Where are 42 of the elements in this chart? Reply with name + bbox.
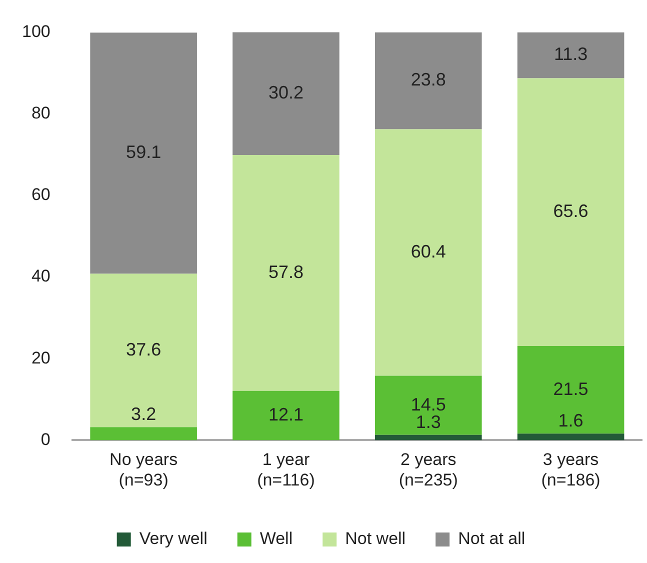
legend-label: Not well (345, 529, 406, 548)
x-tick-label: No years (n=93) (110, 450, 178, 490)
y-tick-label: 80 (31, 103, 50, 122)
data-label: 37.6 (126, 339, 162, 360)
x-tick-label: 1 year (n=116) (257, 450, 315, 490)
bar (374, 376, 482, 435)
legend-label: Well (260, 529, 293, 548)
data-label: 1.3 (416, 412, 441, 432)
bar (232, 390, 340, 440)
bar (517, 32, 624, 78)
legend-label: Very well (139, 529, 208, 548)
data-label: 65.6 (553, 201, 588, 222)
data-label: 3.2 (131, 404, 156, 424)
bar (374, 434, 482, 440)
data-label: 23.8 (410, 70, 446, 90)
data-label: 12.1 (268, 404, 304, 424)
data-label: 1.6 (558, 410, 584, 431)
bar (517, 78, 624, 346)
bar (232, 32, 340, 156)
y-tick-label: 100 (22, 22, 50, 41)
bar (232, 155, 340, 391)
data-label: 60.4 (410, 241, 446, 262)
bar (374, 32, 482, 130)
x-tick-label: 3 years (n=186) (541, 450, 600, 490)
data-label: 59.1 (126, 142, 162, 162)
bar (517, 434, 624, 440)
legend-label: Not at all (458, 529, 526, 548)
y-tick-label: 60 (31, 185, 50, 204)
bar (374, 129, 482, 376)
y-tick-label: 40 (31, 266, 50, 286)
x-tick-label: 2 years (n=235) (398, 450, 458, 490)
bar (90, 427, 197, 440)
bar (517, 346, 624, 434)
data-label: 57.8 (268, 262, 304, 282)
bar (90, 32, 197, 274)
data-label: 30.2 (268, 82, 304, 102)
y-tick-label: 20 (31, 348, 50, 368)
y-tick-label: 0 (40, 430, 50, 449)
data-label: 14.5 (410, 394, 446, 414)
bar (90, 274, 197, 428)
data-label: 11.3 (554, 44, 588, 64)
data-label: 21.5 (553, 378, 588, 399)
